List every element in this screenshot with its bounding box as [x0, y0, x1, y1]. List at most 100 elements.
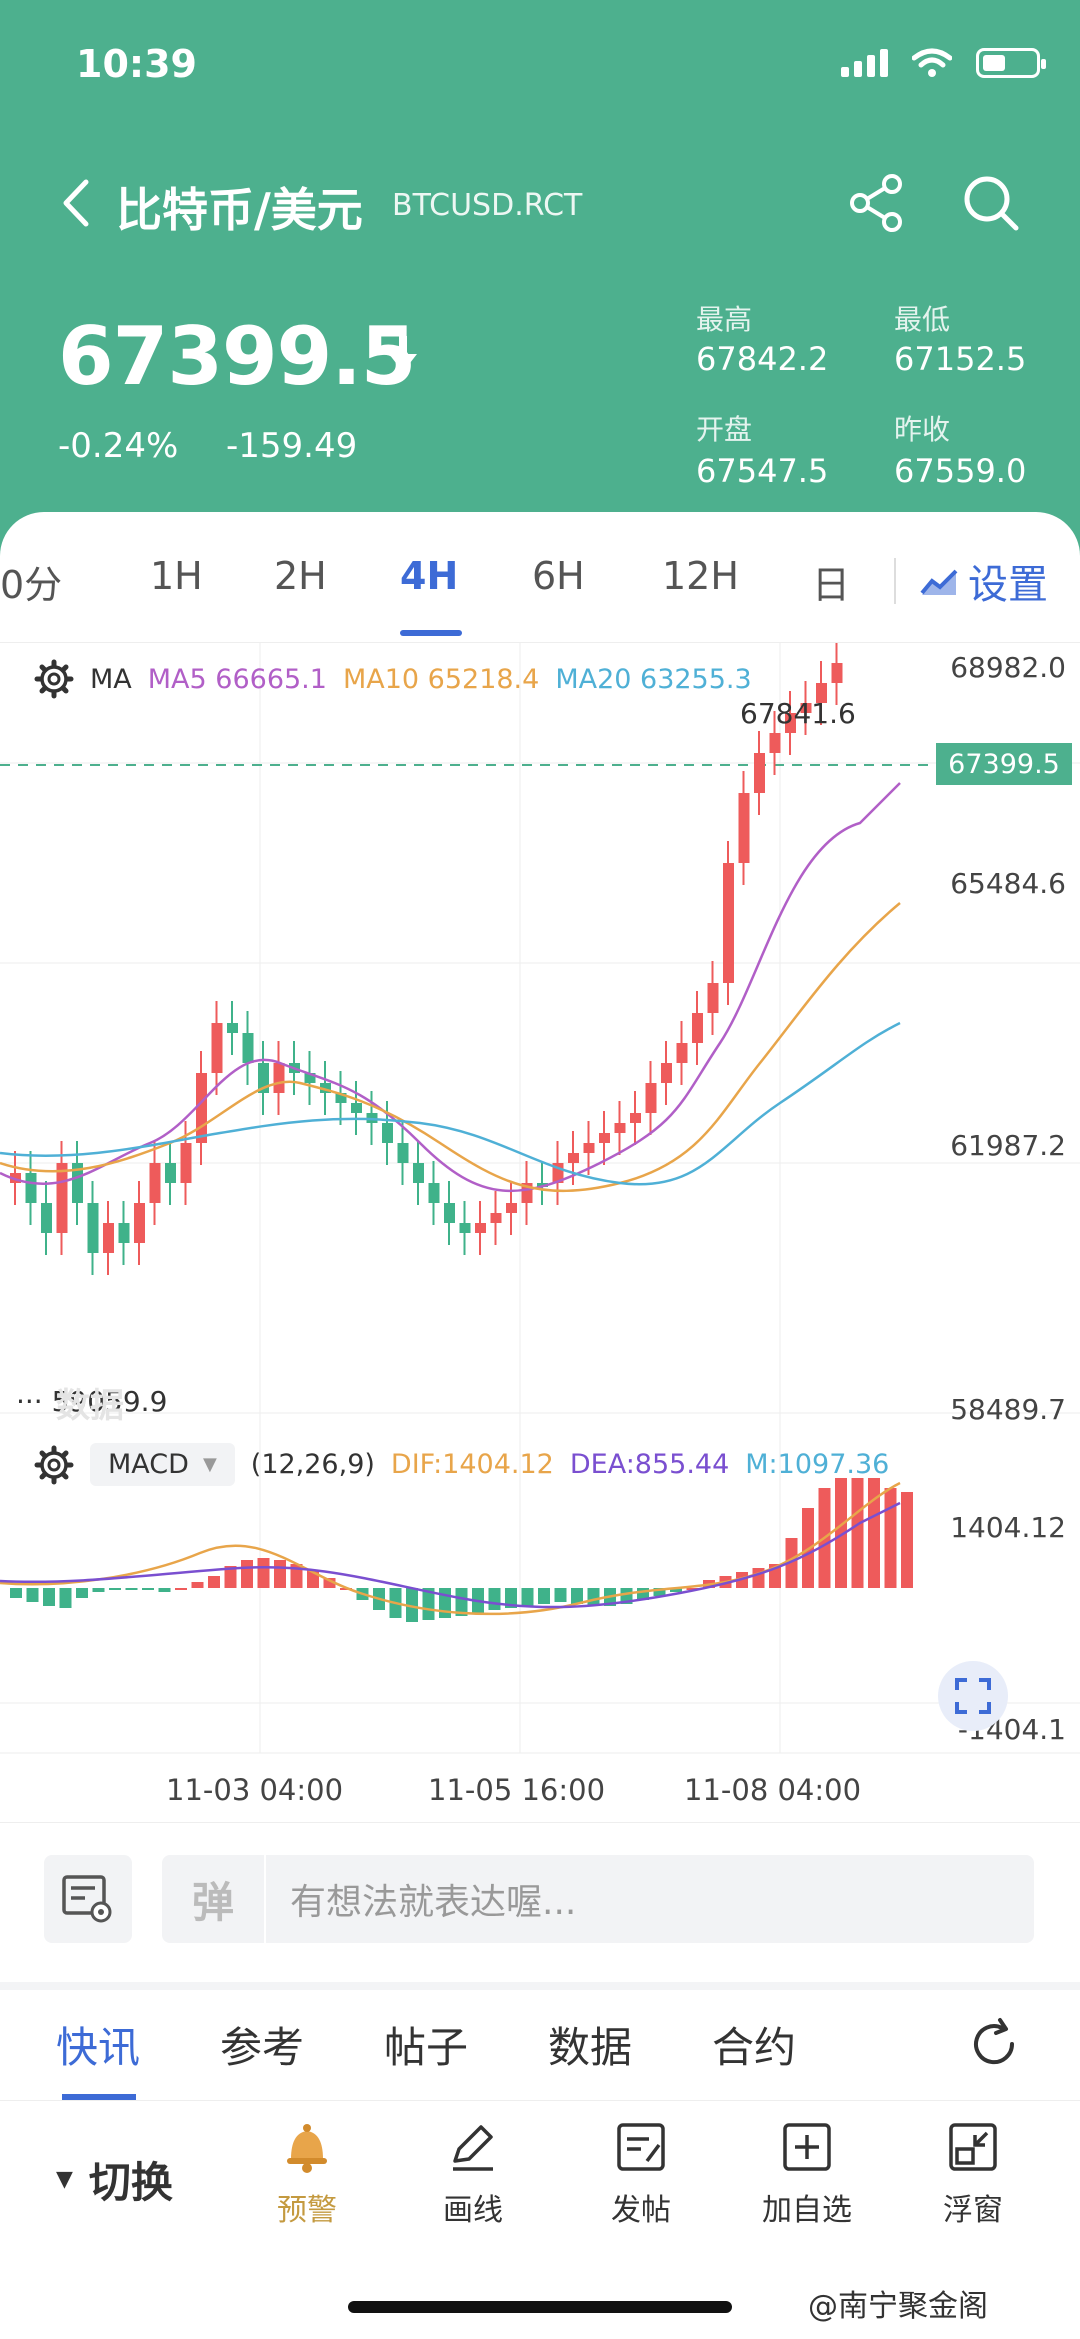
status-bar: 10:39: [0, 0, 1080, 130]
tab-2h[interactable]: 2H: [274, 554, 327, 598]
emoji-icon[interactable]: 弹: [162, 1855, 266, 1943]
macd-bar: [406, 1588, 418, 1622]
status-time: 10:39: [76, 42, 197, 86]
tab-0min[interactable]: 0分: [0, 563, 63, 607]
float-window-button[interactable]: 浮窗: [908, 2119, 1038, 2229]
wifi-icon: [912, 48, 952, 77]
float-window-icon: [949, 2123, 997, 2171]
candle-body: [103, 1223, 114, 1253]
macd-bar: [686, 1588, 699, 1590]
macd-bar: [175, 1588, 187, 1590]
candle-body: [459, 1223, 471, 1233]
macd-bar: [109, 1588, 121, 1590]
switch-label: 切换: [88, 2158, 173, 2207]
tab-1h[interactable]: 1H: [150, 554, 203, 598]
kline-chart[interactable]: MA MA5 66665.1 MA10 65218.4 MA20 63255.3…: [0, 642, 1080, 1822]
active-tab-underline: [400, 630, 462, 636]
stat-open-value: 67547.5: [696, 452, 829, 490]
refresh-icon[interactable]: [966, 2016, 1022, 2072]
indicator-select[interactable]: MACD ▼: [90, 1443, 235, 1486]
candle-body: [723, 863, 734, 983]
candle-body: [382, 1123, 393, 1143]
candle-body: [614, 1123, 626, 1133]
fullscreen-button[interactable]: [938, 1661, 1008, 1731]
quote-header: 10:39 比特币/美元 BTCUSD.RCT: [0, 0, 1080, 560]
chart-canvas[interactable]: [0, 643, 1080, 1823]
candle-body: [242, 1033, 254, 1063]
macd-bar: [158, 1588, 171, 1592]
candle-body: [165, 1163, 176, 1183]
macd-bar: [785, 1538, 798, 1588]
stat-open-label: 开盘: [696, 413, 753, 446]
macd-bar: [43, 1588, 55, 1606]
macd-bar: [884, 1488, 897, 1588]
date-axis-label: 11-03 04:00: [166, 1773, 344, 1807]
macd-bar: [851, 1478, 864, 1588]
macd-gear-icon[interactable]: [34, 1445, 74, 1485]
macd-bar: [538, 1588, 550, 1604]
price-axis-label: 68982.0: [950, 651, 1066, 684]
candle-body: [211, 1023, 223, 1073]
ma10-value: MA10 65218.4: [342, 663, 540, 695]
candle-body: [645, 1083, 657, 1113]
caret-down-icon: ▼: [56, 2167, 73, 2192]
period-tabs: 0分 1H 2H 4H 6H 12H 日 设置: [0, 512, 1080, 642]
search-icon[interactable]: [960, 172, 1022, 234]
candle-body: [335, 1093, 347, 1103]
macd-bar: [422, 1588, 435, 1620]
macd-legend: MACD ▼ (12,26,9) DIF:1404.12 DEA:855.44 …: [34, 1443, 889, 1486]
macd-bar: [76, 1588, 88, 1598]
candle-body: [785, 713, 796, 733]
add-watchlist-label: 加自选: [762, 2193, 852, 2228]
macd-bar: [224, 1566, 237, 1588]
tab-contract[interactable]: 合约: [712, 2023, 797, 2072]
ma20-line: [0, 1021, 901, 1186]
candle-body: [118, 1223, 130, 1243]
low-marker-value: 59059.9: [51, 1385, 168, 1418]
macd-bar: [191, 1582, 204, 1588]
macd-bar: [868, 1478, 880, 1588]
dea-value: DEA:855.44: [569, 1449, 730, 1480]
tab-12h[interactable]: 12H: [662, 554, 739, 598]
chart-settings-button[interactable]: 设置: [920, 552, 1048, 610]
macd-bar: [571, 1588, 583, 1604]
tab-news-flash[interactable]: 快讯: [56, 2023, 141, 2072]
gear-icon[interactable]: [34, 659, 74, 699]
message-settings-button[interactable]: [44, 1855, 132, 1943]
tab-6h[interactable]: 6H: [532, 554, 585, 598]
tab-data[interactable]: 数据: [548, 2023, 633, 2072]
candle-body: [537, 1183, 548, 1187]
macd-bar: [670, 1588, 682, 1592]
watermark-text: 数据: [56, 1386, 124, 1426]
settings-label: 设置: [968, 562, 1048, 608]
status-icons: [841, 48, 1046, 78]
tab-4h[interactable]: 4H: [400, 554, 459, 598]
switch-button[interactable]: ▼ 切换: [56, 2149, 173, 2210]
post-button[interactable]: 发帖: [576, 2119, 706, 2229]
date-axis-label: 11-05 16:00: [428, 1773, 606, 1807]
candle-body: [351, 1103, 362, 1113]
macd-bar: [26, 1588, 39, 1602]
draw-line-button[interactable]: 画线: [408, 2119, 538, 2229]
brand-name: 南宁聚金阁: [838, 2289, 988, 2324]
chevron-down-icon: ▼: [202, 1454, 217, 1475]
share-icon[interactable]: [846, 172, 908, 234]
tab-posts[interactable]: 帖子: [384, 2023, 469, 2072]
comment-input[interactable]: 弹 有想法就表达喔...: [162, 1855, 1034, 1943]
macd-bar: [274, 1560, 286, 1588]
back-arrow-icon[interactable]: [56, 178, 96, 228]
ma20-value: MA20 63255.3: [555, 663, 752, 695]
date-axis-label: 11-08 04:00: [684, 1773, 862, 1807]
tab-day[interactable]: 日: [812, 563, 851, 607]
candle-body: [304, 1073, 316, 1083]
float-window-label: 浮窗: [943, 2193, 1003, 2228]
draw-line-label: 画线: [443, 2193, 503, 2228]
signal-icon: [841, 49, 888, 77]
add-watchlist-button[interactable]: 加自选: [742, 2119, 872, 2229]
tab-divider: [894, 558, 896, 604]
alert-button[interactable]: 预警: [242, 2119, 372, 2229]
macd-bar: [125, 1588, 138, 1590]
macd-bar: [142, 1588, 154, 1590]
price-axis-label: 61987.2: [950, 1129, 1066, 1162]
tab-reference[interactable]: 参考: [220, 2023, 305, 2072]
